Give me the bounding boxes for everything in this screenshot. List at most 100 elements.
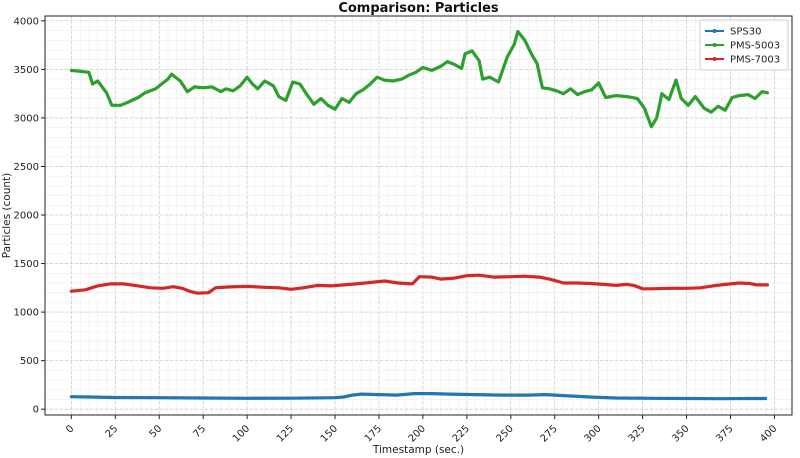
data-point-pms-5003 [245,75,249,79]
data-point-pms-5003 [667,98,671,101]
data-point-sps30 [474,393,477,396]
data-point-pms-7003 [70,289,73,293]
data-point-pms-5003 [753,97,757,100]
data-point-pms-5003 [470,49,474,53]
data-point-pms-5003 [746,93,750,96]
data-point-pms-5003 [154,87,157,91]
data-point-pms-5003 [179,79,182,83]
data-point-pms-5003 [110,104,114,107]
data-point-pms-5003 [407,73,411,77]
data-point-pms-7003 [453,276,456,280]
data-point-sps30 [650,397,653,400]
data-point-pms-5003 [655,116,658,120]
x-tick-label: 375 [714,423,735,444]
data-point-pms-5003 [291,80,295,84]
data-point-pms-5003 [238,84,242,88]
data-point-pms-7003 [354,282,358,286]
y-axis-label: Particles (count) [1,173,13,258]
data-point-pms-7003 [667,287,671,290]
legend-marker-pms-7003 [712,57,717,61]
data-point-pms-5003 [614,94,618,97]
data-point-pms-5003 [702,106,706,110]
data-point-pms-5003 [78,70,82,73]
x-tick-label: 150 [319,423,340,444]
data-point-pms-5003 [136,96,140,99]
data-point-pms-5003 [210,85,214,89]
data-point-pms-5003 [583,90,586,93]
grid [45,16,792,415]
data-point-sps30 [527,393,530,397]
data-point-pms-7003 [641,287,644,291]
x-tick-label: 0 [64,423,76,435]
data-point-sps30 [395,393,398,397]
data-point-pms-5003 [219,90,223,93]
y-tick-label: 1000 [14,308,39,319]
data-point-pms-7003 [122,282,126,286]
data-point-sps30 [764,397,767,400]
data-point-pms-7003 [263,286,267,289]
data-point-pms-7003 [342,283,346,287]
data-point-sps30 [430,392,434,395]
data-point-pms-5003 [166,77,170,81]
data-point-pms-5003 [643,106,646,110]
data-point-pms-7003 [302,286,305,290]
data-point-pms-7003 [602,283,606,286]
data-point-pms-5003 [414,71,418,74]
data-point-pms-7003 [108,282,112,286]
x-tick-label: 400 [758,423,779,444]
x-tick-label: 100 [231,423,252,444]
data-point-pms-7003 [418,275,421,279]
data-point-pms-5003 [730,96,734,99]
data-point-pms-5003 [277,95,281,98]
series-pms-5003 [69,29,769,129]
series-pms-7003 [69,273,769,295]
data-point-pms-5003 [354,92,358,95]
data-point-pms-7003 [84,288,87,292]
data-point-pms-5003 [569,87,572,91]
data-point-pms-5003 [96,79,99,83]
data-point-sps30 [201,396,205,400]
data-point-pms-5003 [251,82,254,86]
data-point-pms-5003 [319,97,323,100]
x-axis-ticks: 0 25 50 75 100 125 150 175 200 225 250 275 300 325 350… [64,415,780,445]
data-point-pms-5003 [284,99,288,102]
data-point-pms-7003 [537,275,541,279]
data-point-sps30 [685,397,688,400]
data-point-pms-7003 [207,291,210,295]
data-point-pms-5003 [481,77,485,81]
data-point-pms-7003 [523,274,527,278]
data-point-pms-5003 [312,103,316,106]
data-point-pms-5003 [674,78,678,82]
data-point-pms-5003 [201,86,205,90]
data-point-pms-5003 [333,107,337,111]
data-point-pms-7003 [465,274,469,278]
data-point-pms-7003 [96,284,99,288]
data-point-pms-5003 [347,101,351,104]
data-point-pms-5003 [272,84,275,88]
x-tick-label: 250 [495,423,516,444]
x-tick-label: 75 [192,423,209,440]
data-point-pms-5003 [382,78,386,82]
data-point-pms-5003 [170,72,173,76]
data-point-pms-7003 [430,275,434,279]
x-tick-label: 225 [451,423,472,444]
data-point-sps30 [377,393,381,396]
data-point-pms-5003 [161,81,165,85]
data-point-pms-5003 [453,63,456,66]
data-point-pms-5003 [766,91,769,94]
data-point-pms-5003 [548,87,551,91]
series-layer [69,29,769,401]
data-point-sps30 [720,397,723,401]
data-point-pms-7003 [723,283,727,286]
data-point-pms-5003 [650,125,653,128]
x-tick-label: 25 [104,423,121,440]
data-point-pms-7003 [411,282,414,286]
data-point-pms-5003 [231,89,235,93]
data-point-pms-5003 [625,95,629,98]
data-point-sps30 [746,397,750,400]
data-point-pms-7003 [439,277,442,281]
data-point-pms-7003 [509,275,513,279]
data-point-sps30 [114,396,117,399]
data-point-pms-5003 [326,104,330,107]
